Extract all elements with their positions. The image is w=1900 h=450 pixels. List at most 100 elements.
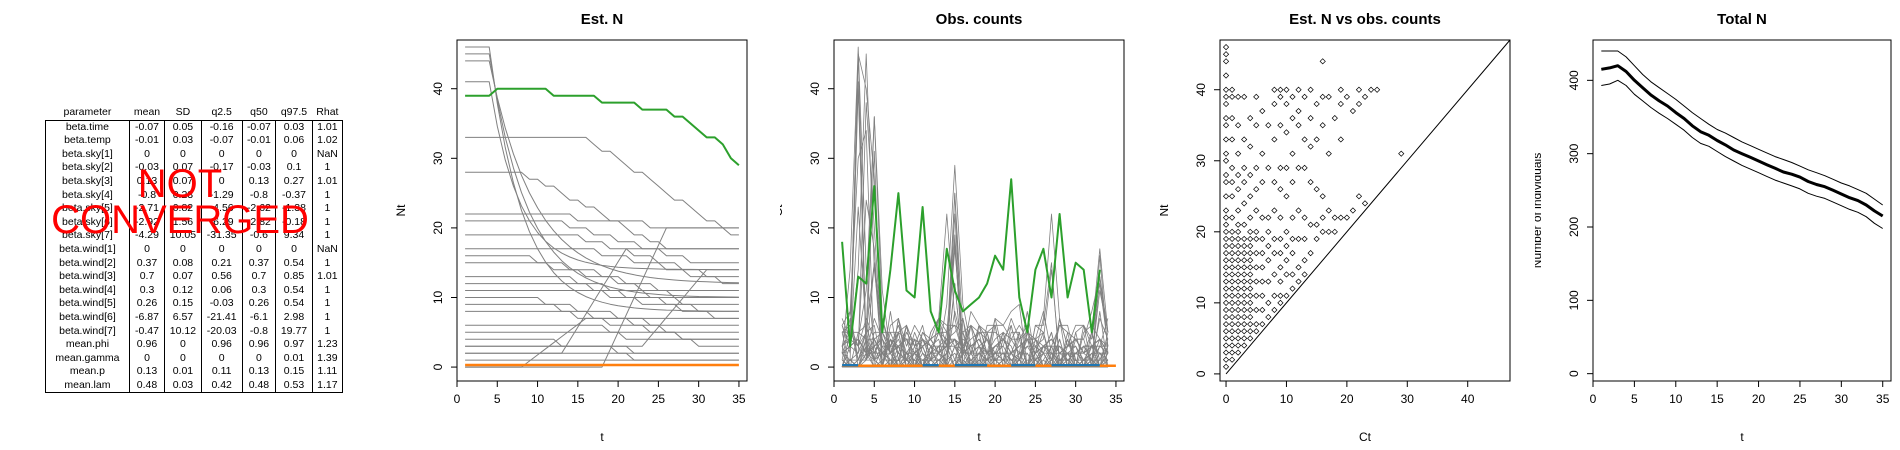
scatter-point	[1265, 278, 1272, 285]
gray-series-line	[841, 283, 1109, 368]
scatter-point	[1337, 100, 1344, 108]
x-tick-label: 30	[1835, 392, 1849, 406]
scatter-point	[1271, 292, 1278, 299]
gray-series-line	[465, 248, 739, 285]
scatter-point	[1277, 93, 1284, 100]
scatter-point	[1222, 257, 1230, 264]
scatter-point	[1241, 278, 1248, 285]
x-tick-label: 25	[652, 392, 666, 406]
scatter-point	[1289, 93, 1296, 100]
scatter-point	[1235, 257, 1242, 264]
value-cell: 0	[200, 174, 243, 189]
value-cell: -0.03	[128, 161, 165, 175]
y-tick-label: 30	[431, 151, 445, 165]
scatter-point	[1222, 193, 1230, 200]
scatter-point	[1259, 306, 1266, 314]
scatter-point	[1235, 335, 1242, 342]
y-tick-label: 20	[431, 221, 445, 235]
scatter-point	[1265, 313, 1272, 321]
scatter-point	[1228, 335, 1236, 342]
y-axis-label: Number of individuals	[1535, 153, 1544, 268]
x-tick-label: 25	[1793, 392, 1807, 406]
table-row: beta.wind[3] 0.7 0.07 0.56 0.7 0.85 1.01	[45, 270, 344, 284]
scatter-point	[1247, 193, 1254, 200]
y-tick-label: 200	[1567, 217, 1581, 237]
value-cell: -0.18	[275, 215, 313, 230]
value-cell: 0.53	[275, 378, 313, 394]
scatter-point	[1301, 235, 1308, 243]
value-cell: 0.85	[275, 270, 313, 284]
table-row: beta.wind[4] 0.3 0.12 0.06 0.3 0.54 1	[45, 283, 344, 298]
parameter-name-cell: beta.wind[6]	[45, 310, 130, 325]
x-tick-label: 30	[692, 392, 706, 406]
scatter-point	[1222, 242, 1230, 250]
scatter-point	[1253, 278, 1260, 285]
value-cell: 0	[275, 242, 313, 257]
scatter-point	[1228, 164, 1236, 171]
value-cell: 0	[241, 351, 276, 366]
scatter-point	[1222, 171, 1230, 179]
scatter-point	[1247, 271, 1254, 278]
value-cell: -1.38	[275, 202, 313, 216]
plot-frame	[1219, 39, 1511, 382]
scatter-point	[1222, 285, 1230, 292]
scatter-point	[1283, 129, 1290, 136]
scatter-point	[1235, 328, 1242, 335]
scatter-point	[1222, 207, 1230, 214]
value-cell: 0.37	[241, 256, 276, 271]
value-cell: -0.07	[241, 119, 276, 135]
scatter-point	[1222, 235, 1230, 243]
parameter-name-cell: beta.sky[5]	[45, 202, 130, 216]
y-axis-label: Nt	[395, 204, 408, 217]
scatter-point	[1331, 228, 1338, 235]
value-cell: -0.03	[200, 297, 243, 311]
value-cell: 0.08	[164, 256, 202, 271]
scatter-point	[1241, 257, 1248, 264]
scatter-point	[1247, 257, 1254, 264]
scatter-point	[1265, 228, 1272, 235]
table-header-cell: Rhat	[316, 106, 339, 118]
scatter-point	[1319, 93, 1326, 100]
parameter-name-cell: beta.sky[7]	[45, 229, 130, 243]
scatter-point	[1337, 86, 1344, 93]
value-cell: 0.54	[275, 283, 313, 298]
table-row: beta.sky[2] -0.03 0.07 -0.17 -0.03 0.1 1	[45, 161, 344, 175]
scatter-point	[1222, 136, 1230, 143]
gray-series-line	[465, 234, 739, 278]
scatter-point	[1235, 285, 1242, 292]
scatter-point	[1228, 93, 1236, 100]
scatter-point	[1241, 292, 1248, 299]
x-tick-label: 10	[1280, 392, 1294, 406]
scatter-point	[1325, 228, 1332, 235]
scatter-point	[1337, 214, 1344, 221]
scatter-point	[1235, 299, 1242, 306]
scatter-point	[1241, 306, 1248, 314]
scatter-point	[1228, 271, 1236, 278]
value-cell: -6.1	[241, 310, 276, 325]
gray-series-line	[465, 297, 739, 326]
parameter-name-cell: mean.phi	[45, 338, 130, 352]
scatter-point	[1228, 306, 1236, 314]
value-cell: 0.01	[275, 351, 313, 366]
scatter-point	[1241, 299, 1248, 306]
parameter-name-cell: mean.lam	[45, 378, 130, 394]
scatter-point	[1228, 264, 1236, 271]
table-row: beta.time -0.07 0.05 -0.16 -0.07 0.03 1.01	[45, 119, 344, 135]
scatter-point	[1277, 122, 1284, 129]
scatter-point	[1241, 93, 1248, 100]
table-row: mean.gamma 0 0 0 0 0.01 1.39	[45, 351, 344, 366]
scatter-point	[1271, 235, 1278, 243]
scatter-point	[1355, 86, 1363, 93]
table-header-cell: mean	[133, 106, 161, 118]
scatter-point	[1247, 299, 1254, 306]
scatter-point	[1277, 186, 1284, 193]
scatter-point	[1295, 278, 1302, 285]
value-cell: 0.97	[275, 338, 313, 352]
parameter-table-panel: parameter mean SD q2.5 q50 q97.5 Rhat beta.tim…	[25, 106, 344, 394]
scatter-point	[1247, 321, 1254, 328]
chart-title: Obs. counts	[936, 11, 1023, 28]
scatter-point	[1259, 178, 1266, 186]
scatter-point	[1222, 100, 1230, 108]
est-n-chart: Est. N t Nt 0 5 10 15 20 25 30 35 0 10 20 30 40	[395, 11, 748, 444]
value-cell: 0.56	[200, 270, 243, 284]
